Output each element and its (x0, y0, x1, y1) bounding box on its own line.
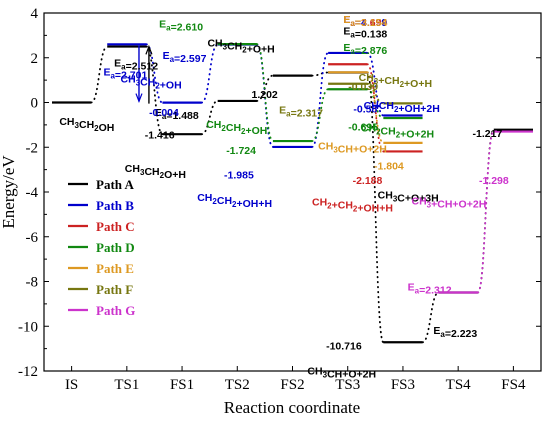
legend-label: Path C (96, 219, 135, 234)
energy-annotation: Ea=4.199 (343, 14, 387, 29)
x-tick-label: IS (65, 377, 78, 393)
energy-annotation: CH3CH2O+H (125, 163, 186, 181)
x-tick-label: FS2 (280, 377, 304, 393)
energy-annotation: CH3CH+O+2H (307, 365, 376, 380)
energy-annotation: CH2CH2+OH+H (197, 192, 272, 210)
legend-label: Path A (96, 177, 135, 192)
energy-annotation: -2.188 (353, 175, 383, 187)
connector-path-a (311, 71, 330, 77)
energy-annotation: -0.039 (348, 81, 378, 93)
energy-annotation: Ea=3.154 (343, 14, 387, 29)
x-tick-label: TS1 (114, 377, 139, 393)
energy-annotation: Ea=2.312 (408, 281, 452, 296)
y-tick-label: 2 (31, 51, 39, 67)
energy-annotation: Ea=1.488 (155, 107, 199, 122)
energy-annotation: CH3CH2+OH (121, 73, 182, 91)
energy-annotation: CH2CH2+OH (206, 119, 267, 137)
energy-annotation: -0.004 (149, 107, 179, 119)
connector-path-a (145, 45, 164, 136)
connector-path-b (311, 52, 330, 148)
x-tick-label: TS2 (225, 377, 250, 393)
connector-path-e (366, 71, 385, 144)
energy-annotation: Ea=3.694 (343, 14, 387, 29)
energy-annotation: CH3CH+O+2H (318, 140, 387, 155)
legend: Path A Path B Path C Path D Path E Path F Path… (68, 177, 135, 318)
energy-annotation: CH3+CH2+O+H (359, 72, 432, 90)
connector-path-a (421, 291, 440, 344)
energy-annotation: -0.58 (353, 104, 377, 116)
connector-path-a (200, 100, 219, 136)
energy-annotation: Ea=0.138 (343, 25, 387, 40)
energy-annotation: CH2+CH2+OH+H (312, 196, 393, 214)
tick-layer: 4 2 0 -2 -4 -6 -8 -10 -12 IS TS1 FS1 TS2 FS2 TS3 FS3 TS4… (18, 6, 541, 393)
x-tick-label: FS3 (391, 377, 415, 393)
energy-annotation: Ea=2.223 (433, 325, 477, 340)
barrier-arrowhead (135, 93, 143, 104)
connector-path-c (366, 63, 385, 153)
energy-annotation: Ea=2.597 (163, 50, 207, 65)
energy-annotation: CH3CH2OH (59, 116, 114, 134)
energy-annotation: -1.724 (226, 145, 256, 157)
energy-annotation: 1.202 (252, 89, 278, 101)
connector-path-b (200, 43, 219, 104)
energy-annotation: -10.716 (326, 341, 362, 353)
y-tick-label: 4 (31, 6, 39, 22)
energy-annotation: -1.416 (145, 129, 175, 141)
y-tick-label: -8 (26, 275, 39, 291)
energy-annotation: Ea=2.317 (279, 105, 323, 120)
barrier-arrowhead-2 (145, 44, 153, 55)
legend-label: Path D (96, 240, 135, 255)
x-tick-label: FS4 (501, 377, 526, 393)
x-tick-label: FS1 (170, 377, 194, 393)
energy-annotation: Ea=2.701 (103, 67, 147, 82)
energy-annotation: CH3C+O+3H (378, 190, 439, 205)
y-tick-label: -12 (18, 364, 38, 380)
energy-annotation: -1.217 (473, 128, 503, 140)
energy-annotation: CHCH2+OH+2H (364, 100, 440, 115)
y-tick-label: -6 (26, 230, 39, 246)
energy-annotation: CH2CH2+O+2H (361, 123, 434, 141)
y-axis-title: Energy/eV (0, 155, 18, 229)
legend-label: Path B (96, 198, 134, 213)
connector-path-g (476, 130, 495, 294)
x-tick-label: TS3 (335, 377, 360, 393)
energy-annotation: Ea=2.876 (343, 42, 387, 57)
energy-annotation: CH3CH2+O+H (207, 38, 274, 56)
legend-label: Path F (96, 282, 133, 297)
energy-annotation: -1.985 (224, 170, 254, 182)
legend-label: Path G (96, 303, 135, 318)
legend-label: Path E (96, 261, 134, 276)
connector-path-d (255, 43, 274, 142)
connector-path-f (366, 82, 385, 105)
y-tick-label: 0 (31, 96, 39, 112)
energy-annotation: Ea=2.512 (114, 58, 158, 73)
energy-annotation: -0.695 (348, 121, 378, 133)
connector-path-b (145, 43, 164, 104)
connector-path-a (366, 71, 385, 344)
y-tick-label: -10 (18, 319, 38, 335)
y-tick-label: -4 (26, 185, 39, 201)
energy-annotation: CH3+CH+O+2H (411, 195, 486, 210)
x-axis-title: Reaction coordinate (224, 398, 360, 417)
x-tick-label: TS4 (446, 377, 472, 393)
energy-annotation: -1.804 (374, 161, 404, 173)
plot-layer: Ea=2.610 Ea=2.597 Ea=1.488 Ea=2.701Ea=2.512… (52, 14, 533, 380)
connector-path-a (90, 45, 109, 104)
y-tick-label: -2 (26, 140, 39, 156)
connector-path-a (476, 128, 495, 294)
energy-annotation: -1.298 (479, 175, 509, 187)
energy-annotation: Ea=2.610 (159, 19, 203, 34)
